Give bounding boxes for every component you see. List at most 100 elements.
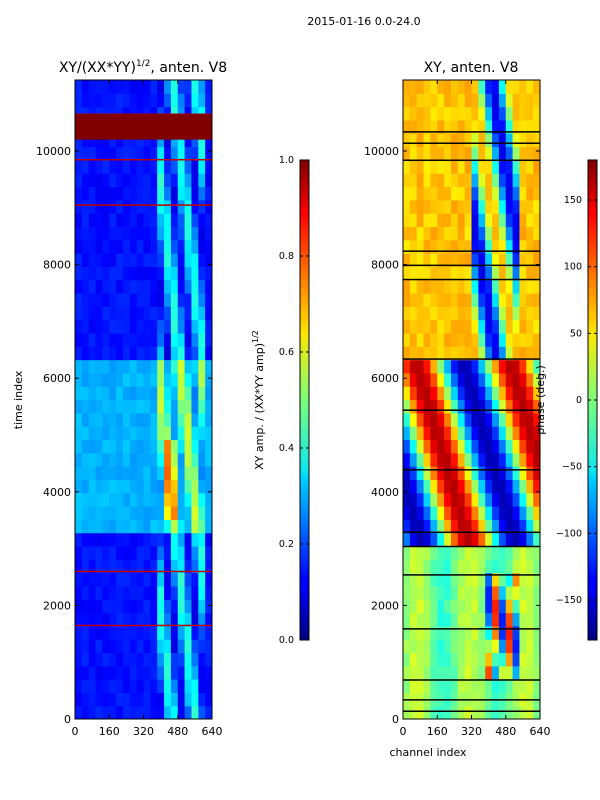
heatmap-cell — [430, 452, 438, 467]
heatmap-cell — [143, 239, 151, 254]
heatmap-cell — [102, 133, 110, 148]
heatmap-cell — [95, 133, 103, 148]
heatmap-cell — [403, 332, 411, 347]
heatmap-cell — [450, 439, 459, 454]
heatmap-cell — [450, 279, 459, 294]
heatmap-cell — [505, 266, 514, 281]
x-tick-label: 480 — [167, 725, 188, 738]
heatmap-cell — [164, 426, 172, 441]
heatmap-cell — [184, 253, 193, 267]
heatmap-cell — [430, 506, 438, 520]
heatmap-cell — [478, 359, 486, 374]
heatmap-cell — [177, 412, 186, 427]
heatmap-cell — [526, 332, 534, 347]
heatmap-cell — [416, 665, 425, 680]
heatmap-cell — [533, 466, 540, 480]
heatmap-cell — [109, 226, 117, 241]
heatmap-cell — [416, 625, 425, 640]
heatmap-cell — [109, 532, 117, 547]
heatmap-cell — [416, 585, 425, 600]
heatmap-cell — [198, 599, 206, 614]
heatmap-cell — [437, 199, 445, 214]
heatmap-cell — [122, 319, 131, 334]
heatmap-cell — [129, 93, 138, 108]
heatmap-cell — [512, 199, 521, 214]
heatmap-cell — [198, 346, 206, 361]
flag-band — [75, 114, 212, 140]
heatmap-cell — [116, 439, 124, 454]
heatmap-cell — [177, 186, 186, 201]
heatmap-cell — [95, 426, 103, 441]
heatmap-cell — [205, 293, 212, 307]
heatmap-cell — [150, 572, 158, 587]
heatmap-cell — [519, 399, 527, 414]
heatmap-cell — [498, 173, 507, 188]
heatmap-cell — [505, 625, 514, 640]
heatmap-cell — [205, 452, 212, 467]
heatmap-cell — [102, 199, 110, 214]
heatmap-cell — [102, 506, 110, 520]
heatmap-cell — [505, 332, 514, 347]
heatmap-cell — [403, 545, 411, 560]
heatmap-cell — [136, 199, 145, 214]
heatmap-cell — [409, 506, 418, 520]
heatmap-cell — [157, 399, 165, 414]
heatmap-cell — [409, 359, 418, 374]
heatmap-cell — [81, 226, 90, 241]
heatmap-cell — [471, 452, 479, 467]
heatmap-cell — [416, 239, 425, 254]
heatmap-cell — [81, 506, 90, 520]
heatmap-cell — [95, 293, 103, 307]
heatmap-cell — [450, 652, 459, 667]
heatmap-cell — [88, 186, 97, 201]
heatmap-cell — [505, 506, 514, 520]
heatmap-cell — [198, 372, 206, 387]
heatmap-cell — [485, 479, 493, 494]
heatmap-cell — [409, 159, 418, 174]
heatmap-cell — [498, 80, 507, 94]
heatmap-cell — [143, 452, 151, 467]
heatmap-cell — [109, 133, 117, 148]
heatmap-cell — [95, 545, 103, 560]
heatmap-cell — [450, 372, 459, 387]
heatmap-cell — [471, 585, 479, 600]
heatmap-cell — [498, 359, 507, 374]
heatmap-cell — [430, 186, 438, 201]
heatmap-cell — [116, 239, 124, 254]
heatmap-cell — [129, 599, 138, 614]
heatmap-cell — [150, 559, 158, 574]
heatmap-cell — [409, 612, 418, 627]
heatmap-cell — [95, 372, 103, 387]
heatmap-cell — [533, 679, 540, 693]
heatmap-cell — [403, 293, 411, 307]
heatmap-cell — [437, 639, 445, 654]
heatmap-cell — [505, 239, 514, 254]
left-title-main: XY/(XX*YY) — [59, 60, 136, 76]
heatmap-cell — [430, 80, 438, 94]
heatmap-cell — [485, 239, 493, 254]
heatmap-cell — [116, 426, 124, 441]
heatmap-cell — [423, 226, 431, 241]
heatmap-cell — [485, 332, 493, 347]
heatmap-cell — [450, 293, 459, 307]
heatmap-cell — [150, 399, 158, 414]
heatmap-cell — [95, 639, 103, 654]
heatmap-cell — [485, 279, 493, 294]
heatmap-cell — [143, 692, 151, 707]
heatmap-cell — [457, 146, 466, 161]
heatmap-cell — [430, 479, 438, 494]
heatmap-cell — [464, 519, 473, 534]
heatmap-cell — [464, 572, 473, 587]
heatmap-cell — [403, 412, 411, 427]
heatmap-cell — [191, 159, 199, 174]
heatmap-cell — [198, 213, 206, 228]
heatmap-cell — [416, 93, 425, 108]
heatmap-cell — [505, 186, 514, 201]
heatmap-cell — [478, 199, 486, 214]
heatmap-cell — [136, 372, 145, 387]
heatmap-cell — [157, 332, 165, 347]
heatmap-cell — [81, 239, 90, 254]
heatmap-cell — [88, 319, 97, 334]
heatmap-cell — [143, 559, 151, 574]
heatmap-cell — [416, 519, 425, 534]
